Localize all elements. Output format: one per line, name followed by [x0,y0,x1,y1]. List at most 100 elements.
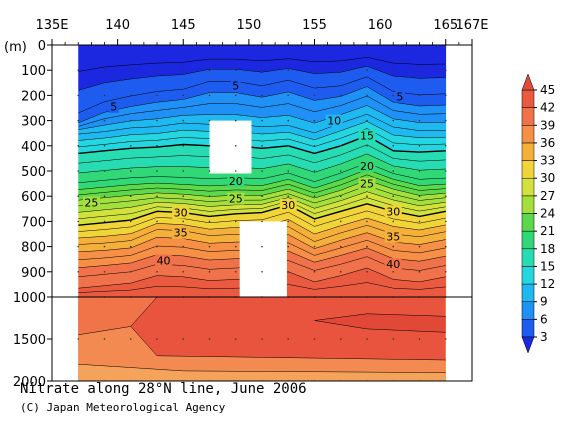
colorbar-label: 30 [540,171,555,185]
missing-data-areas [209,120,287,297]
sample-dot [234,338,237,340]
contour-line-minor [78,65,446,91]
sample-dot [444,338,447,340]
contour-line-minor [78,169,446,190]
sample-dot [234,145,237,147]
contour-label: 20 [360,160,374,173]
sample-dot [156,271,158,273]
sample-dot [366,245,368,248]
sample-dot [77,94,80,97]
contour-label: 35 [386,231,400,244]
sample-dot [103,94,106,97]
contour-line-minor [78,95,446,127]
contour-label: 15 [360,130,374,143]
sample-dot [392,170,395,172]
contour-line-minor [78,121,446,141]
x-tick-label: 145 [171,18,196,33]
sample-dot [418,245,421,248]
colorbar-segment [521,230,535,250]
contour-label-bg [172,226,190,239]
contour-label-bg [325,114,343,127]
sample-dot [444,94,447,97]
contour-label-bg [358,177,376,190]
contour-label-bg [358,159,376,172]
sample-dot [103,271,106,273]
colorbar-label: 42 [540,101,555,115]
sample-dot [313,195,316,197]
sample-dot [156,338,158,340]
sample-dot [182,119,185,122]
y-tick-label: 500 [21,165,46,180]
sample-dot [77,195,80,197]
sample-dot [208,195,211,197]
contour-line-minor [78,174,446,196]
deep-band-36 [78,326,446,381]
contour-label-bg [394,90,405,103]
sample-dot [313,119,316,122]
x-tick-label: 155 [302,18,327,33]
colorbar-segment [521,177,535,197]
contour-labels: 5 5 5 10 15 20 25 20 25 25 30 30 30 35 35 40 40 [82,79,405,271]
sample-dot [313,69,316,71]
sample-dot [103,195,106,197]
deep-contour-line [314,313,446,321]
sample-dot [313,338,316,340]
contour-line-major [78,203,446,226]
sample-dot [261,94,263,97]
sample-dot [156,195,158,197]
colorbar-label: 18 [540,242,555,256]
sample-dot [261,220,263,223]
sample-dot [287,271,290,273]
contour-label: 10 [327,115,341,128]
contour-label: 25 [229,193,243,206]
sample-dot [103,338,106,340]
sample-dot [339,195,342,197]
contour-label: 5 [232,79,239,92]
plot-area: 5 5 5 10 15 20 25 20 25 25 30 30 30 35 35 40 40 [51,44,473,382]
sample-dot [366,195,368,197]
colorbar-bottom-arrow [521,336,535,354]
sample-dot [208,145,211,147]
sample-dot [261,145,263,147]
contour-line-minor [78,128,446,148]
contour-line-minor [78,179,446,201]
sample-dot [234,119,237,122]
sample-dot [339,338,342,340]
y-tick-label: 900 [21,266,46,281]
contour-label-bg [227,175,245,188]
sample-dot [339,271,342,273]
sample-dot [444,271,447,273]
sample-dot [129,220,132,223]
colorbar-label: 45 [540,83,555,97]
x-tick-label: 160 [368,18,393,33]
sample-dot [208,245,211,248]
sample-dot [129,245,132,248]
sample-dot [418,119,421,122]
sample-dot [208,338,211,340]
sample-dot [261,69,263,71]
colorbar-segment [521,248,535,267]
sample-dot [77,220,80,223]
sample-dot [444,170,447,172]
sample-dot [392,195,395,197]
contour-label: 40 [157,254,171,267]
sample-dot [392,271,395,273]
sample-dot [182,338,185,340]
sample-dot [103,170,106,172]
sample-dot [418,195,421,197]
sample-dot [339,145,342,147]
sample-dot [392,119,395,122]
contour-line-minor [78,210,446,232]
colorbar-segment [521,142,535,161]
deep-band-33 [78,364,446,381]
sample-dot [77,271,80,273]
contour-label: 5 [110,101,117,114]
y-tick-label: 600 [21,190,46,205]
sample-dot [313,245,316,248]
sample-dot [261,271,263,273]
sample-dot [418,69,421,71]
y-tick-label: 0 [38,39,46,54]
contour-label-bg [384,230,402,243]
contour-line-minor [78,162,446,184]
deep-band-44 [314,313,446,333]
